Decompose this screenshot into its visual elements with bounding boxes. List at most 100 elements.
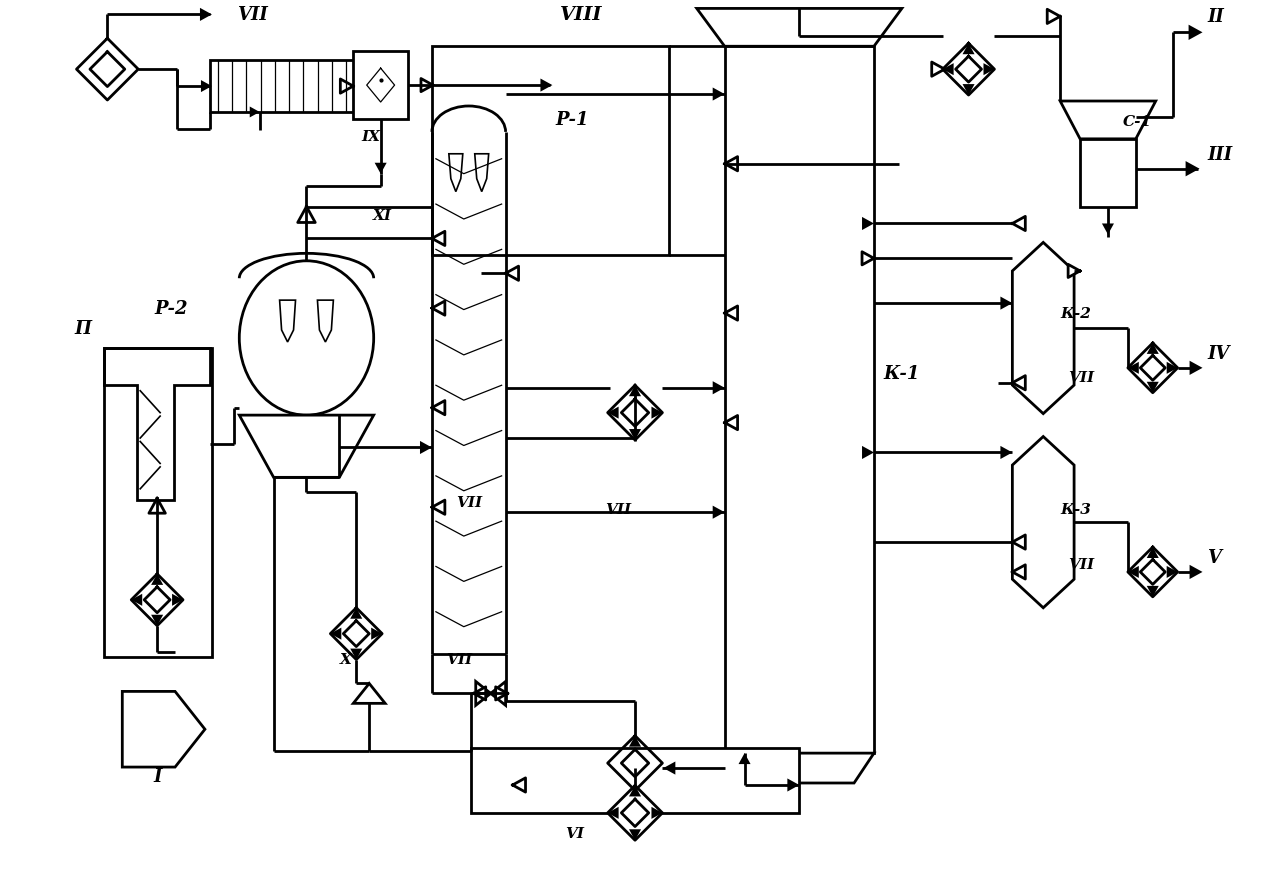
Polygon shape [239, 415, 374, 477]
Polygon shape [1013, 242, 1074, 413]
Text: IV: IV [1208, 344, 1230, 363]
Polygon shape [541, 78, 553, 92]
Polygon shape [956, 56, 982, 82]
Polygon shape [421, 78, 433, 92]
Polygon shape [152, 615, 163, 626]
Polygon shape [280, 300, 296, 342]
Polygon shape [1190, 361, 1203, 375]
Polygon shape [343, 621, 369, 647]
Bar [725, 46, 874, 753]
Polygon shape [862, 217, 874, 230]
Polygon shape [608, 807, 618, 819]
Polygon shape [353, 684, 386, 704]
Polygon shape [1047, 10, 1060, 24]
Polygon shape [448, 153, 463, 192]
Polygon shape [1128, 362, 1139, 374]
Text: V: V [1208, 549, 1222, 567]
Polygon shape [962, 84, 974, 95]
Text: VIII: VIII [560, 6, 603, 24]
Text: VII: VII [605, 503, 631, 517]
Ellipse shape [239, 261, 374, 415]
Polygon shape [696, 9, 902, 46]
Text: VII: VII [1068, 371, 1095, 385]
Polygon shape [77, 38, 139, 100]
Polygon shape [713, 381, 725, 394]
Polygon shape [432, 301, 445, 315]
Polygon shape [1146, 343, 1159, 354]
Polygon shape [317, 300, 333, 342]
Polygon shape [351, 608, 362, 619]
Polygon shape [200, 8, 212, 21]
Text: VII: VII [236, 6, 267, 24]
Polygon shape [1001, 296, 1013, 310]
Polygon shape [330, 608, 382, 659]
Polygon shape [104, 348, 209, 501]
Polygon shape [983, 63, 995, 75]
Polygon shape [739, 753, 750, 764]
Bar [470, 748, 799, 813]
Polygon shape [651, 757, 662, 769]
Polygon shape [1140, 356, 1165, 380]
Polygon shape [474, 687, 486, 700]
Polygon shape [1013, 535, 1025, 549]
Text: VI: VI [565, 827, 585, 841]
Polygon shape [330, 628, 342, 640]
Polygon shape [475, 681, 505, 705]
Polygon shape [663, 761, 676, 774]
Polygon shape [651, 807, 662, 819]
Polygon shape [630, 736, 641, 746]
Polygon shape [152, 574, 163, 585]
Polygon shape [420, 441, 432, 454]
Polygon shape [1167, 362, 1177, 374]
Polygon shape [1013, 437, 1074, 608]
Polygon shape [1128, 566, 1139, 578]
Text: III: III [1208, 146, 1232, 164]
Polygon shape [608, 736, 662, 790]
Polygon shape [622, 799, 649, 827]
Polygon shape [1146, 547, 1159, 558]
Polygon shape [1186, 161, 1199, 176]
Text: К-2: К-2 [1060, 307, 1091, 321]
Polygon shape [496, 687, 508, 700]
Polygon shape [341, 79, 353, 93]
Polygon shape [1068, 264, 1081, 277]
Polygon shape [608, 406, 618, 419]
Polygon shape [630, 829, 641, 841]
Polygon shape [862, 252, 874, 265]
Polygon shape [366, 68, 394, 102]
Text: X: X [339, 652, 351, 666]
Polygon shape [932, 62, 944, 76]
Polygon shape [713, 87, 725, 100]
Text: VII: VII [446, 652, 472, 666]
Polygon shape [1001, 446, 1013, 459]
Polygon shape [1189, 24, 1203, 40]
Polygon shape [962, 44, 974, 54]
Polygon shape [630, 780, 641, 790]
Polygon shape [943, 44, 995, 95]
Polygon shape [630, 429, 641, 440]
Bar [209, 60, 355, 112]
Bar [353, 51, 409, 119]
Polygon shape [1190, 565, 1203, 579]
Polygon shape [131, 594, 143, 606]
Text: Р-1: Р-1 [555, 111, 589, 129]
Polygon shape [432, 231, 445, 246]
Polygon shape [513, 778, 526, 792]
Text: Р-2: Р-2 [154, 300, 188, 318]
Polygon shape [788, 779, 799, 792]
Polygon shape [505, 266, 519, 281]
Text: К-1: К-1 [884, 364, 920, 383]
Polygon shape [172, 594, 182, 606]
Polygon shape [1013, 565, 1025, 579]
Polygon shape [1146, 382, 1159, 392]
Polygon shape [249, 106, 260, 118]
Polygon shape [651, 406, 662, 419]
Polygon shape [432, 400, 445, 415]
Polygon shape [1167, 566, 1177, 578]
Text: XI: XI [373, 209, 392, 223]
Polygon shape [432, 501, 445, 514]
Polygon shape [1013, 376, 1025, 390]
Polygon shape [725, 753, 874, 783]
Polygon shape [122, 691, 204, 767]
Text: I: I [153, 768, 162, 786]
